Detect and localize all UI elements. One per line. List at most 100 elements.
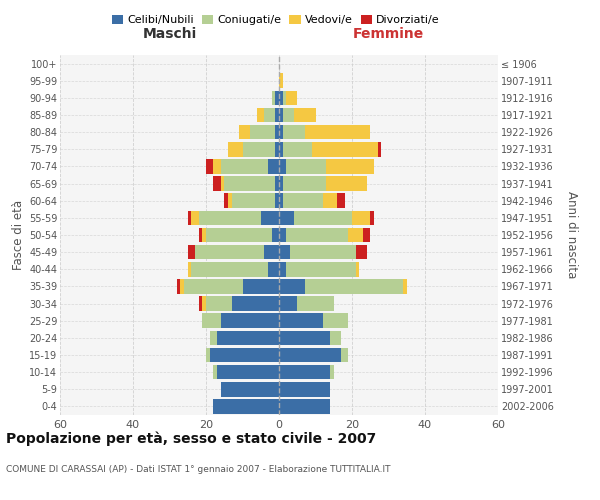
- Bar: [199, 296, 202, 311]
- Bar: [330, 365, 334, 380]
- Bar: [250, 125, 275, 140]
- Bar: [206, 296, 232, 311]
- Bar: [279, 279, 305, 293]
- Bar: [275, 142, 279, 156]
- Bar: [356, 245, 367, 260]
- Bar: [323, 194, 337, 208]
- Bar: [283, 125, 305, 140]
- Bar: [191, 262, 268, 276]
- Text: COMUNE DI CARASSAI (AP) - Dati ISTAT 1° gennaio 2007 - Elaborazione TUTTITALIA.I: COMUNE DI CARASSAI (AP) - Dati ISTAT 1° …: [6, 466, 391, 474]
- Bar: [341, 348, 349, 362]
- Bar: [199, 228, 202, 242]
- Bar: [224, 176, 275, 191]
- Bar: [202, 314, 221, 328]
- Bar: [209, 348, 279, 362]
- Bar: [283, 108, 293, 122]
- Bar: [275, 194, 279, 208]
- Bar: [184, 279, 242, 293]
- Bar: [214, 159, 221, 174]
- Bar: [279, 176, 283, 191]
- Bar: [195, 245, 265, 260]
- Bar: [297, 296, 334, 311]
- Bar: [326, 159, 374, 174]
- Bar: [326, 176, 367, 191]
- Bar: [279, 262, 286, 276]
- Bar: [272, 90, 275, 105]
- Bar: [199, 210, 261, 225]
- Bar: [283, 194, 323, 208]
- Bar: [242, 279, 279, 293]
- Bar: [188, 262, 191, 276]
- Bar: [293, 108, 316, 122]
- Bar: [286, 262, 356, 276]
- Bar: [290, 245, 356, 260]
- Bar: [217, 365, 279, 380]
- Bar: [275, 125, 279, 140]
- Bar: [221, 159, 268, 174]
- Bar: [221, 314, 279, 328]
- Bar: [279, 382, 330, 396]
- Bar: [279, 210, 293, 225]
- Bar: [221, 176, 224, 191]
- Bar: [275, 176, 279, 191]
- Bar: [217, 330, 279, 345]
- Bar: [286, 159, 326, 174]
- Bar: [239, 125, 250, 140]
- Bar: [279, 108, 283, 122]
- Bar: [188, 210, 191, 225]
- Bar: [228, 194, 232, 208]
- Bar: [268, 262, 279, 276]
- Bar: [214, 365, 217, 380]
- Bar: [283, 176, 326, 191]
- Bar: [188, 245, 195, 260]
- Bar: [352, 210, 370, 225]
- Bar: [181, 279, 184, 293]
- Bar: [363, 228, 370, 242]
- Bar: [206, 159, 214, 174]
- Bar: [224, 194, 228, 208]
- Bar: [323, 314, 349, 328]
- Bar: [265, 108, 275, 122]
- Bar: [279, 142, 283, 156]
- Bar: [377, 142, 381, 156]
- Bar: [272, 228, 279, 242]
- Bar: [202, 228, 206, 242]
- Bar: [206, 348, 209, 362]
- Bar: [257, 108, 265, 122]
- Bar: [349, 228, 363, 242]
- Y-axis label: Fasce di età: Fasce di età: [11, 200, 25, 270]
- Bar: [279, 194, 283, 208]
- Bar: [232, 194, 275, 208]
- Bar: [312, 142, 377, 156]
- Bar: [356, 262, 359, 276]
- Bar: [293, 210, 352, 225]
- Bar: [279, 330, 330, 345]
- Bar: [279, 245, 290, 260]
- Bar: [242, 142, 275, 156]
- Bar: [279, 74, 283, 88]
- Bar: [403, 279, 407, 293]
- Text: Femmine: Femmine: [353, 26, 424, 40]
- Bar: [228, 142, 242, 156]
- Bar: [214, 176, 221, 191]
- Bar: [261, 210, 279, 225]
- Bar: [209, 330, 217, 345]
- Bar: [177, 279, 181, 293]
- Bar: [305, 279, 403, 293]
- Bar: [279, 365, 330, 380]
- Bar: [279, 399, 330, 413]
- Bar: [268, 159, 279, 174]
- Bar: [279, 90, 283, 105]
- Bar: [275, 108, 279, 122]
- Bar: [214, 399, 279, 413]
- Bar: [265, 245, 279, 260]
- Bar: [232, 296, 279, 311]
- Bar: [275, 90, 279, 105]
- Bar: [337, 194, 344, 208]
- Bar: [286, 90, 297, 105]
- Bar: [305, 125, 370, 140]
- Bar: [283, 90, 286, 105]
- Bar: [279, 125, 283, 140]
- Bar: [283, 142, 312, 156]
- Bar: [330, 330, 341, 345]
